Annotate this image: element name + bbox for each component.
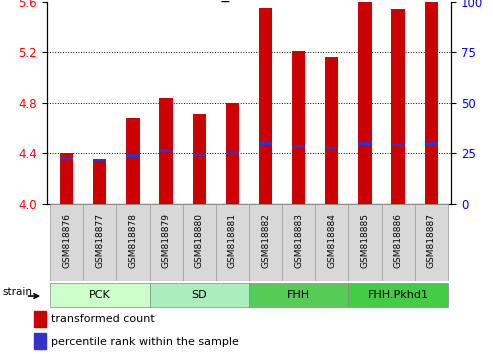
Text: GSM818884: GSM818884	[327, 213, 336, 268]
Bar	[149, 283, 249, 307]
Bar	[358, 2, 372, 204]
Bar	[126, 154, 140, 157]
Bar	[259, 142, 272, 145]
Bar	[160, 98, 173, 204]
Bar	[34, 311, 46, 327]
Bar	[193, 114, 206, 204]
Bar	[259, 8, 272, 204]
Text: GSM818885: GSM818885	[360, 213, 369, 268]
Bar	[126, 118, 140, 204]
Bar	[193, 153, 206, 156]
Bar	[325, 57, 338, 204]
Text: GSM818881: GSM818881	[228, 213, 237, 268]
Bar	[93, 159, 106, 204]
Text: GSM818886: GSM818886	[393, 213, 403, 268]
Text: GSM818878: GSM818878	[129, 213, 138, 268]
Bar	[349, 283, 448, 307]
Text: FHH: FHH	[287, 290, 310, 300]
Bar	[349, 204, 382, 281]
Bar	[226, 152, 239, 154]
Bar	[60, 153, 73, 204]
Bar	[415, 204, 448, 281]
Bar	[424, 142, 438, 145]
Text: percentile rank within the sample: percentile rank within the sample	[51, 337, 239, 347]
Bar	[292, 145, 305, 148]
Bar	[93, 159, 106, 161]
Bar	[424, 2, 438, 204]
Text: GSM818882: GSM818882	[261, 213, 270, 268]
Text: GDS4492 / 1397955_at: GDS4492 / 1397955_at	[67, 0, 245, 2]
Bar	[325, 147, 338, 149]
Text: SD: SD	[191, 290, 207, 300]
Bar	[249, 283, 349, 307]
Bar	[282, 204, 315, 281]
Bar	[60, 158, 73, 160]
Bar	[226, 103, 239, 204]
Bar	[391, 143, 405, 145]
Text: GSM818883: GSM818883	[294, 213, 303, 268]
Bar	[382, 204, 415, 281]
Bar	[160, 149, 173, 152]
Bar	[116, 204, 149, 281]
Text: FHH.Pkhd1: FHH.Pkhd1	[368, 290, 428, 300]
Bar	[315, 204, 349, 281]
Text: GSM818876: GSM818876	[62, 213, 71, 268]
Bar	[249, 204, 282, 281]
Bar	[34, 333, 46, 349]
Text: GSM818879: GSM818879	[162, 213, 171, 268]
Bar	[50, 204, 83, 281]
Bar	[149, 204, 183, 281]
Bar	[183, 204, 216, 281]
Bar	[292, 51, 305, 204]
Text: strain: strain	[2, 286, 33, 297]
Text: GSM818877: GSM818877	[95, 213, 105, 268]
Text: GSM818880: GSM818880	[195, 213, 204, 268]
Text: transformed count: transformed count	[51, 314, 155, 325]
Text: GSM818887: GSM818887	[427, 213, 436, 268]
Bar	[50, 283, 149, 307]
Bar	[391, 9, 405, 204]
Bar	[358, 142, 372, 145]
Bar	[83, 204, 116, 281]
Text: PCK: PCK	[89, 290, 111, 300]
Bar	[216, 204, 249, 281]
